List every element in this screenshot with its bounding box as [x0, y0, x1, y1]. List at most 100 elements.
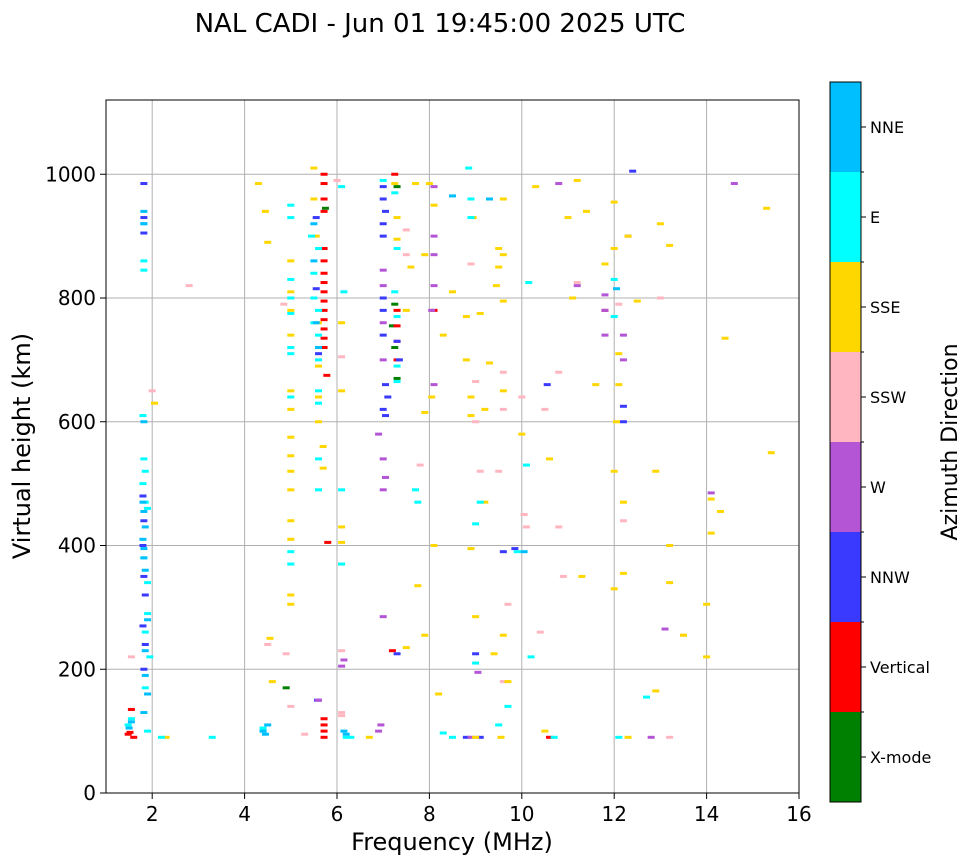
data-point: [449, 194, 456, 198]
data-point: [141, 469, 149, 473]
data-point: [467, 414, 475, 418]
data-point: [315, 333, 323, 337]
data-point: [287, 395, 295, 399]
data-point: [555, 370, 563, 374]
data-point: [320, 336, 328, 340]
data-point: [312, 321, 320, 325]
data-point: [287, 562, 295, 566]
data-point: [619, 519, 627, 523]
data-point: [391, 290, 399, 294]
data-point: [492, 284, 500, 288]
data-point: [287, 311, 295, 315]
data-point: [485, 197, 493, 201]
data-point: [449, 735, 456, 739]
data-point: [393, 308, 401, 312]
data-point: [320, 172, 328, 176]
data-point: [499, 197, 507, 201]
data-point: [472, 661, 480, 665]
data-point: [610, 469, 618, 473]
data-point: [148, 389, 156, 393]
data-point: [573, 178, 581, 182]
data-point: [536, 630, 544, 634]
data-point: [287, 469, 295, 473]
data-point: [379, 234, 387, 238]
data-point: [320, 197, 328, 201]
data-point: [287, 216, 295, 220]
data-point: [319, 445, 327, 448]
data-point: [495, 469, 503, 473]
y-tick-label: 800: [58, 286, 96, 310]
data-point: [382, 209, 390, 213]
data-point: [643, 695, 651, 699]
data-point: [382, 383, 390, 387]
x-axis-label: Frequency (MHz): [351, 828, 553, 856]
data-point: [340, 729, 348, 733]
data-point: [338, 355, 346, 359]
data-point: [312, 234, 320, 238]
data-point: [666, 735, 674, 739]
data-point: [647, 735, 655, 739]
data-point: [414, 500, 422, 504]
data-point: [379, 222, 387, 226]
data-point: [532, 185, 540, 189]
data-point: [315, 488, 323, 492]
data-point: [379, 407, 387, 411]
data-point: [472, 652, 480, 656]
data-point: [141, 525, 149, 529]
data-point: [287, 454, 295, 458]
data-point: [144, 506, 152, 510]
x-tick-label: 8: [423, 802, 436, 826]
data-point: [338, 664, 346, 668]
data-point: [338, 711, 346, 715]
data-point: [391, 172, 399, 176]
data-point: [435, 692, 443, 696]
data-point: [140, 216, 148, 220]
data-point: [476, 500, 484, 504]
data-point: [338, 562, 346, 566]
data-point: [661, 627, 669, 631]
data-point: [393, 247, 401, 250]
data-point: [476, 469, 484, 473]
data-point: [312, 287, 320, 291]
data-point: [320, 281, 328, 285]
data-point: [139, 494, 147, 498]
data-point: [499, 299, 507, 303]
x-tick-label: 4: [238, 802, 251, 826]
data-point: [721, 336, 729, 340]
data-point: [127, 717, 135, 721]
data-point: [141, 686, 149, 690]
data-point: [379, 333, 387, 337]
data-point: [613, 420, 621, 424]
data-point: [391, 191, 399, 195]
colorbar-segment: [830, 262, 861, 352]
data-point: [310, 197, 318, 201]
data-point: [282, 652, 290, 656]
data-point: [601, 293, 609, 297]
data-point: [379, 296, 387, 300]
colorbar-segment: [830, 352, 861, 442]
data-point: [393, 376, 401, 380]
data-point: [485, 361, 493, 365]
data-point: [499, 680, 507, 684]
data-point: [601, 262, 609, 266]
data-point: [384, 395, 392, 399]
data-point: [144, 612, 152, 616]
data-point: [465, 166, 473, 170]
x-tick-label: 14: [694, 802, 719, 826]
data-point: [127, 655, 135, 659]
data-point: [555, 525, 563, 529]
data-point: [703, 655, 711, 659]
data-point: [666, 243, 674, 247]
chart-title: NAL CADI - Jun 01 19:45:00 2025 UTC: [195, 9, 686, 39]
data-point: [140, 268, 148, 272]
y-axis-ticks: 0 200 400 600 800 1000: [45, 162, 106, 805]
data-point: [287, 537, 295, 541]
data-point: [430, 544, 438, 547]
data-point: [393, 185, 401, 189]
data-point: [421, 410, 429, 414]
colorbar-tick-label: SSE: [870, 298, 900, 317]
data-point: [520, 513, 528, 517]
data-point: [467, 197, 475, 201]
data-point: [472, 522, 480, 526]
data-point: [287, 519, 295, 523]
